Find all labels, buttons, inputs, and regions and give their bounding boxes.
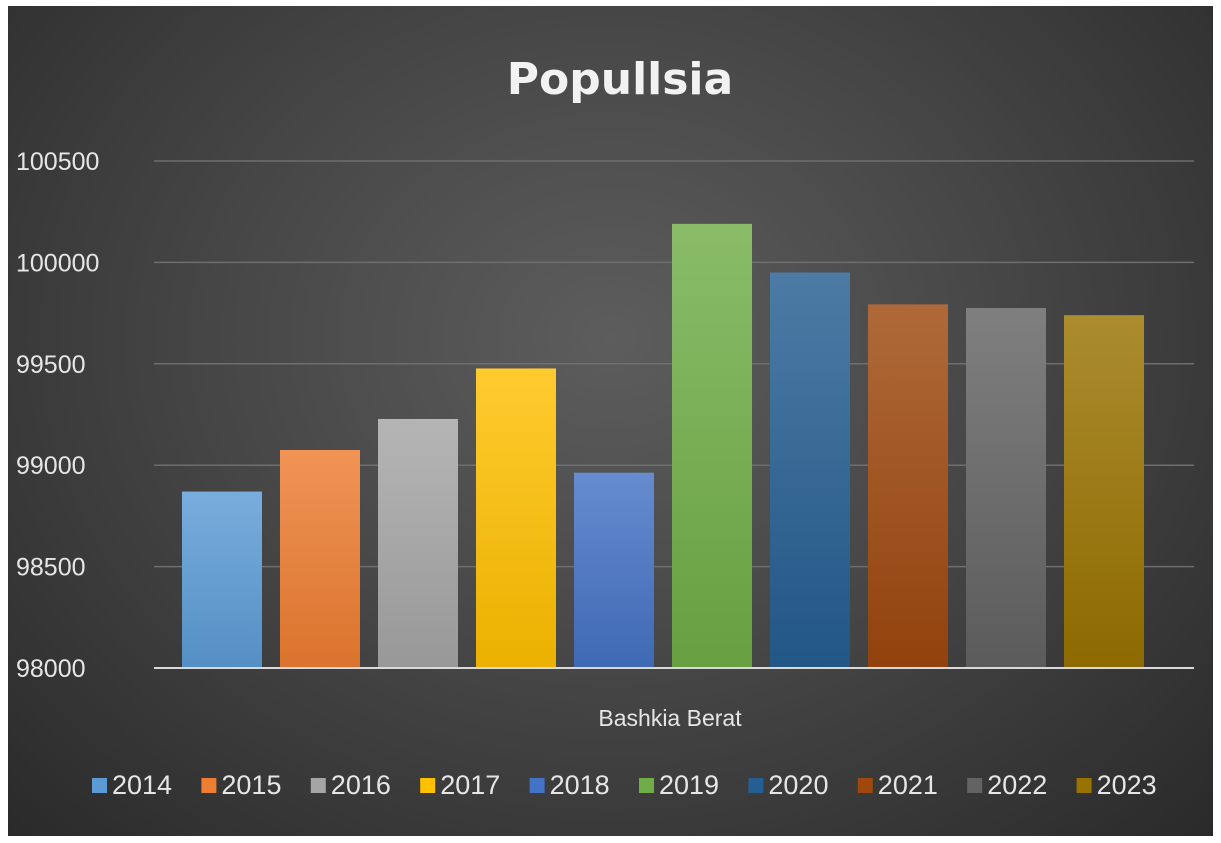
x-category-label: Bashkia Berat: [598, 705, 742, 731]
bar-2016: [378, 418, 458, 668]
chart-title: Popullsia: [507, 54, 733, 105]
bar-2014: [182, 491, 262, 668]
legend-label-2017: 2017: [440, 770, 500, 800]
legend-label-2023: 2023: [1097, 770, 1157, 800]
bar-2022: [966, 308, 1046, 668]
bar-2018: [574, 472, 654, 668]
y-tick-label: 98500: [16, 554, 86, 582]
legend: 2014 2015 2016 2017 2018 2019 2020 2021 2022 2023: [92, 770, 1157, 800]
legend-label-2022: 2022: [987, 770, 1047, 800]
legend-swatch-2018: [529, 778, 545, 793]
y-tick-label: 99000: [16, 452, 86, 480]
legend-swatch-2021: [857, 778, 873, 793]
legend-label-2019: 2019: [659, 770, 719, 800]
bar-2017: [476, 368, 556, 668]
bar-2023: [1064, 315, 1144, 668]
legend-label-2020: 2020: [768, 770, 828, 800]
chart-frame: Popullsia 98000 98500 99000 99500 100000 1005…: [8, 6, 1213, 836]
bar-chart: Popullsia 98000 98500 99000 99500 100000 1005…: [16, 54, 1194, 800]
legend-swatch-2015: [201, 778, 217, 793]
legend-swatch-2017: [420, 778, 436, 793]
bar-2019: [672, 223, 752, 669]
legend-swatch-2014: [92, 778, 107, 793]
bar-2015: [280, 449, 360, 668]
legend-label-2018: 2018: [550, 770, 610, 800]
y-tick-label: 100000: [16, 249, 99, 277]
legend-label-2016: 2016: [331, 770, 391, 800]
legend-label-2014: 2014: [112, 770, 172, 800]
legend-swatch-2016: [310, 778, 326, 793]
y-tick-label: 99500: [16, 351, 86, 379]
legend-swatch-2022: [967, 778, 983, 793]
legend-label-2015: 2015: [221, 770, 281, 800]
y-axis-ticks: 98000 98500 99000 99500 100000 100500: [16, 148, 99, 683]
y-tick-label: 98000: [16, 655, 86, 683]
bars: [182, 223, 1144, 669]
legend-swatch-2020: [748, 778, 764, 793]
y-tick-label: 100500: [16, 148, 99, 176]
bar-2020: [770, 272, 850, 668]
bar-2021: [868, 304, 948, 668]
legend-label-2021: 2021: [878, 770, 938, 800]
legend-swatch-2019: [639, 778, 654, 793]
legend-swatch-2023: [1076, 778, 1092, 793]
